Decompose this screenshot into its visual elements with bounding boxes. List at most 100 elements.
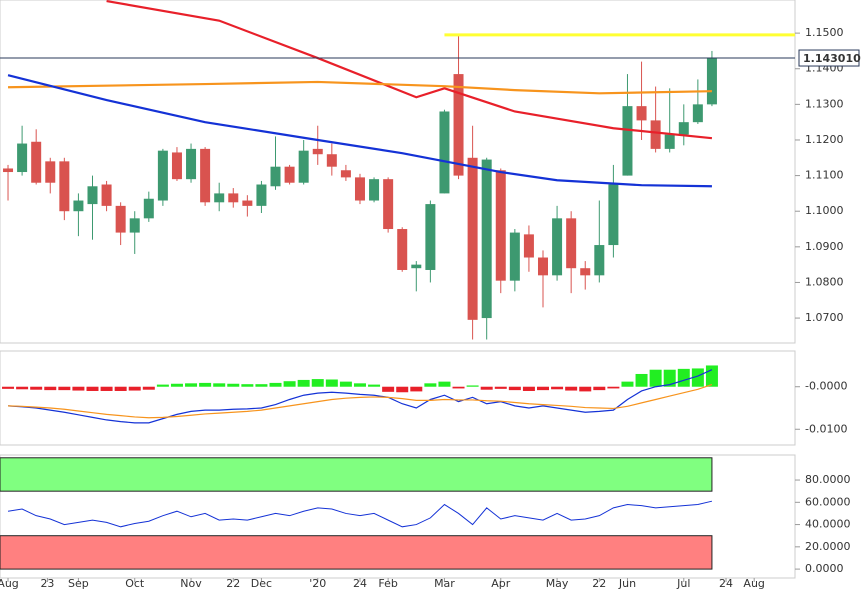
moving-average xyxy=(8,80,712,95)
histogram-bar xyxy=(339,381,352,387)
histogram-bar xyxy=(621,381,634,387)
x-tick-label: 23 xyxy=(40,577,54,590)
candle-body xyxy=(129,218,140,233)
y-tick-label: -0.0100 xyxy=(805,422,847,435)
histogram-bar xyxy=(635,373,648,387)
macd-line xyxy=(7,369,713,424)
histogram-bar xyxy=(508,386,521,391)
candle-body xyxy=(298,150,309,183)
x-tick-label: May xyxy=(546,577,569,590)
candle-body xyxy=(425,204,436,270)
candle-body xyxy=(608,184,619,246)
histogram-bar xyxy=(494,386,507,389)
candle-body xyxy=(594,245,605,276)
current-price-box xyxy=(798,49,860,67)
histogram-bar xyxy=(297,379,310,387)
x-tick-label: Aug xyxy=(0,577,19,590)
y-tick-label: 20.0000 xyxy=(805,540,851,553)
histogram-bar xyxy=(593,386,606,391)
histogram-bar xyxy=(677,368,690,387)
histogram-bar xyxy=(185,383,198,387)
histogram-bar xyxy=(255,384,268,387)
candle-body xyxy=(242,200,253,206)
y-tick-label: 1.0800 xyxy=(805,275,844,288)
histogram-bar xyxy=(44,386,57,391)
candle-body xyxy=(664,134,675,149)
x-tick-label: 24 xyxy=(719,577,733,590)
histogram-bar xyxy=(86,386,99,391)
x-tick-label: 22 xyxy=(226,577,240,590)
candle-body xyxy=(439,111,450,194)
y-tick-label: 1.0700 xyxy=(805,311,844,324)
histogram-bar xyxy=(466,385,479,387)
candle-body xyxy=(354,177,365,201)
candle-body xyxy=(31,141,42,183)
y-tick-label: 1.1500 xyxy=(805,26,844,39)
x-tick-label: Dec xyxy=(251,577,272,590)
histogram-bar xyxy=(551,386,564,390)
y-tick-label: 1.1100 xyxy=(805,169,844,182)
x-tick-label: Nov xyxy=(180,577,202,590)
candle-body xyxy=(509,232,520,281)
candle-body xyxy=(312,148,323,155)
candle-body xyxy=(143,198,154,219)
histogram-bar xyxy=(283,381,296,387)
histogram-bar xyxy=(396,386,409,393)
candle-body xyxy=(678,122,689,135)
x-tick-label: Mar xyxy=(434,577,455,590)
histogram-bar xyxy=(452,386,465,389)
panel-frame xyxy=(0,454,796,579)
candle-body xyxy=(59,161,70,212)
candle-body xyxy=(284,166,295,183)
y-tick-label: 1.1200 xyxy=(805,133,844,146)
candle-body xyxy=(523,234,534,258)
histogram-bar xyxy=(58,386,71,391)
histogram-bar xyxy=(382,386,395,392)
histogram-bar xyxy=(353,383,366,387)
x-tick-label: Sep xyxy=(68,577,89,590)
rsi-line xyxy=(7,500,713,528)
y-tick-label: 0.0000 xyxy=(805,562,844,575)
candle-body xyxy=(692,104,703,123)
candle-body xyxy=(270,166,281,187)
histogram-bar xyxy=(536,386,549,391)
candle-body xyxy=(73,200,84,212)
y-tick-label: 1.1300 xyxy=(805,97,844,110)
histogram-bar xyxy=(368,384,381,387)
histogram-bar xyxy=(579,386,592,392)
candle-body xyxy=(115,205,126,233)
candle-body xyxy=(411,264,422,269)
candle-body xyxy=(200,148,211,203)
candle-body xyxy=(706,58,717,105)
panel-frame xyxy=(0,0,796,344)
moving-average xyxy=(7,74,712,188)
candle-body xyxy=(186,148,197,180)
candle-body xyxy=(3,168,14,173)
histogram-bar xyxy=(663,369,676,387)
candle-body xyxy=(17,143,28,173)
candle-body xyxy=(481,159,492,319)
candle-body xyxy=(580,268,591,276)
candle-body xyxy=(256,184,267,206)
y-tick-label: -0.0000 xyxy=(805,380,847,393)
y-tick-label: 1.0900 xyxy=(805,240,844,253)
histogram-bar xyxy=(522,386,535,391)
x-tick-label: 24 xyxy=(353,577,367,590)
histogram-bar xyxy=(410,386,423,392)
histogram-bar xyxy=(72,386,85,391)
rsi-band xyxy=(0,535,713,570)
histogram-bar xyxy=(424,383,437,387)
histogram-bar xyxy=(241,384,254,387)
y-tick-label: 80.0000 xyxy=(805,473,851,486)
x-tick-label: Jul xyxy=(676,577,690,590)
histogram-bar xyxy=(128,386,141,391)
candle-body xyxy=(397,229,408,270)
histogram-bar xyxy=(565,386,578,391)
histogram-bar xyxy=(311,379,324,387)
candle-body xyxy=(45,161,56,183)
histogram-bar xyxy=(16,386,29,390)
candle-body xyxy=(650,120,661,149)
candle-body xyxy=(101,184,112,206)
